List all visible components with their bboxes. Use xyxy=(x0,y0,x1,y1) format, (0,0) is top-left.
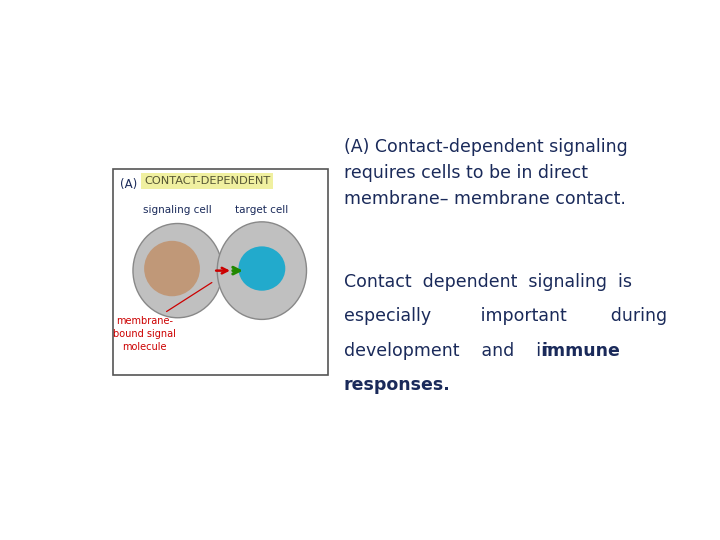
Text: especially         important        during: especially important during xyxy=(344,307,667,325)
Text: responses.: responses. xyxy=(344,376,451,394)
Text: immune: immune xyxy=(542,342,621,360)
Text: target cell: target cell xyxy=(235,205,289,215)
Text: membrane-
bound signal
molecule: membrane- bound signal molecule xyxy=(113,316,176,352)
FancyBboxPatch shape xyxy=(114,168,328,375)
Ellipse shape xyxy=(217,222,307,319)
Text: CONTACT-DEPENDENT: CONTACT-DEPENDENT xyxy=(144,176,271,186)
Text: signaling cell: signaling cell xyxy=(143,205,212,215)
Text: development    and    in: development and in xyxy=(344,342,569,360)
Text: Contact  dependent  signaling  is: Contact dependent signaling is xyxy=(344,273,632,291)
Ellipse shape xyxy=(144,241,200,296)
Ellipse shape xyxy=(238,246,285,291)
Ellipse shape xyxy=(133,224,222,318)
Text: (A) Contact-dependent signaling
requires cells to be in direct
membrane– membran: (A) Contact-dependent signaling requires… xyxy=(344,138,628,208)
Text: (A): (A) xyxy=(120,178,138,191)
